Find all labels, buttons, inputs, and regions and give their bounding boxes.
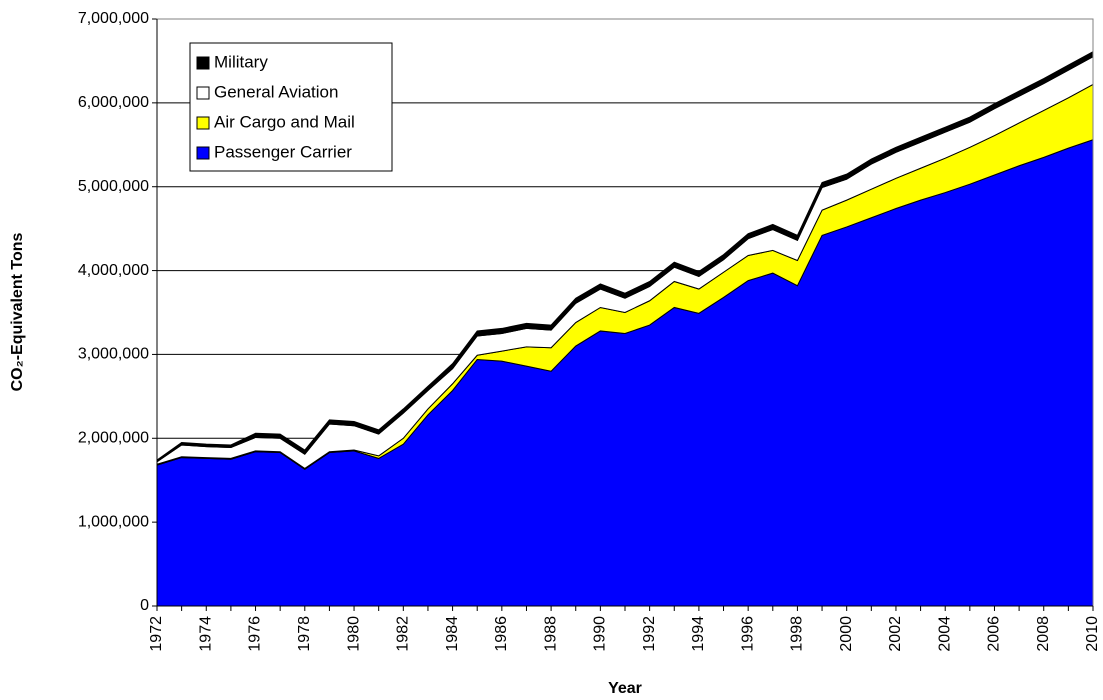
legend-label: Air Cargo and Mail: [214, 112, 355, 131]
x-tick-label: 1996: [739, 616, 756, 652]
y-tick-label: 1,000,000: [78, 513, 149, 530]
x-tick-label: 1994: [690, 616, 707, 652]
x-tick-label: 1982: [395, 616, 412, 652]
x-tick-label: 1972: [148, 616, 165, 652]
y-tick-label: 6,000,000: [78, 94, 149, 111]
x-tick-label: 1988: [542, 616, 559, 652]
x-tick-label: 1998: [789, 616, 806, 652]
legend-swatch: [196, 86, 210, 100]
y-tick-label: 4,000,000: [78, 262, 149, 279]
legend-swatch: [196, 116, 210, 130]
x-tick-label: 2006: [986, 616, 1003, 652]
y-tick-label: 3,000,000: [78, 346, 149, 363]
area: [156, 139, 1094, 607]
y-axis-label: CO₂-Equivalent Tons: [9, 232, 26, 391]
x-tick-label: 2004: [936, 616, 953, 652]
x-tick-label: 1976: [247, 616, 264, 652]
x-tick-label: 2010: [1084, 616, 1101, 652]
x-tick-label: 1978: [296, 616, 313, 652]
legend: Military General Aviation Air Cargo and Ma…: [189, 42, 393, 172]
legend-label: General Aviation: [214, 82, 338, 101]
y-tick-label: 5,000,000: [78, 178, 149, 195]
x-tick-label: 2002: [887, 616, 904, 652]
x-tick-label: 1974: [197, 616, 214, 652]
x-tick-label: 2000: [838, 616, 855, 652]
x-axis-label: Year: [608, 680, 642, 697]
legend-swatch: [196, 146, 210, 160]
legend-swatch: [196, 56, 210, 70]
y-tick-label: 7,000,000: [78, 10, 149, 27]
y-tick-label: 2,000,000: [78, 430, 149, 447]
x-tick-label: 1984: [444, 616, 461, 652]
x-tick-label: 1980: [345, 616, 362, 652]
legend-box: [189, 42, 393, 172]
x-tick-label: 1992: [641, 616, 658, 652]
legend-label: Military: [214, 52, 268, 71]
legend-label: Passenger Carrier: [214, 142, 352, 161]
y-tick-label: 0: [140, 597, 149, 614]
x-tick-label: 1986: [493, 616, 510, 652]
x-tick-label: 1990: [592, 616, 609, 652]
x-tick-label: 2008: [1035, 616, 1052, 652]
